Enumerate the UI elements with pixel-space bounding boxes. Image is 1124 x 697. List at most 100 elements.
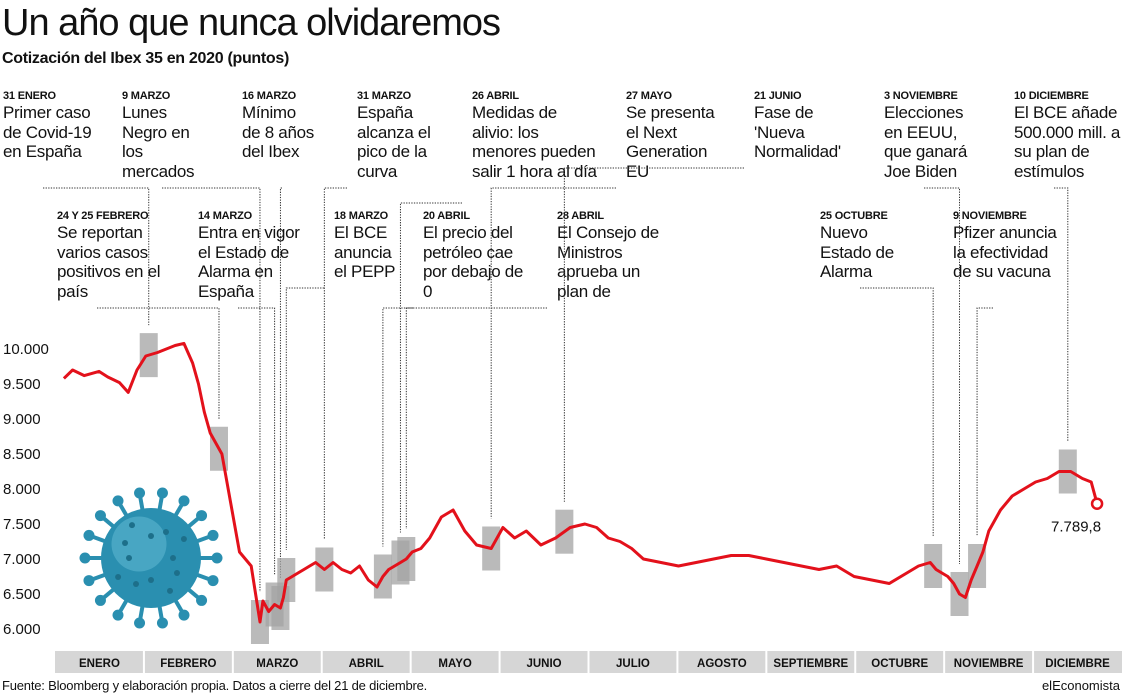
virus-spike-tip <box>134 487 146 499</box>
annotation-date: 18 MARZO <box>334 210 389 222</box>
virus-dot <box>173 570 180 576</box>
leader-line <box>323 187 347 540</box>
annotation-date: 16 MARZO <box>242 90 297 102</box>
month-label: JUNIO <box>526 658 561 670</box>
virus-spike-tip <box>196 594 208 606</box>
annotation-10-diciembre: 10 DICIEMBRE El BCE añade 500.000 mill. … <box>1014 90 1124 181</box>
ibex-series-line <box>62 341 1099 624</box>
leader-line <box>563 167 744 502</box>
annotation-date: 20 ABRIL <box>423 210 470 222</box>
end-point <box>1090 497 1104 510</box>
annotation-25-octubre: 25 OCTUBRE Nuevo Estado de Alarma <box>820 210 912 282</box>
annotation-text: Nuevo Estado de Alarma <box>820 223 894 281</box>
annotation-3-noviembre: 3 NOVIEMBRE Elecciones en EEUU, que gana… <box>884 90 984 181</box>
annotation-date: 14 MARZO <box>198 210 253 222</box>
leader-line <box>399 202 462 533</box>
annotation-9-marzo: 9 MARZO Lunes Negro en los mercados <box>122 90 212 181</box>
virus-dot <box>163 529 169 536</box>
annotation-text: Primer caso de Covid-19 en España <box>3 103 92 161</box>
y-tick-label: 7.500 <box>3 516 41 533</box>
virus-spike-tip <box>79 552 91 564</box>
leader-line <box>97 307 220 419</box>
leader-line <box>924 187 961 564</box>
leader-line <box>43 187 150 326</box>
month-label: NOVIEMBRE <box>954 658 1024 670</box>
annotation-date: 24 Y 25 FEBRERO <box>57 210 149 222</box>
annotation-date: 28 ABRIL <box>557 210 604 222</box>
annotation-date: 27 MAYO <box>626 90 672 102</box>
annotation-text: Medidas de alivio: los menores pueden sa… <box>472 103 597 181</box>
y-tick-label: 6.000 <box>3 621 41 638</box>
leader-line <box>490 187 616 519</box>
virus-spike-tip <box>83 575 95 587</box>
annotation-date: 25 OCTUBRE <box>820 210 888 222</box>
virus-spike-tip <box>178 495 190 507</box>
leader-line <box>405 307 547 529</box>
leader-line <box>238 307 276 575</box>
virus-dot <box>148 533 154 539</box>
annotation-9-noviembre: 9 NOVIEMBRE Pfizer anuncia la efectivida… <box>953 210 1068 282</box>
annotation-date: 9 MARZO <box>122 90 171 102</box>
annotation-text: Pfizer anuncia la efectividad de su vacu… <box>953 223 1057 281</box>
month-label: FEBRERO <box>160 658 216 670</box>
leader-line <box>162 187 261 592</box>
annotation-31-enero: 31 ENERO Primer caso de Covid-19 en Espa… <box>3 90 103 162</box>
virus-spike-tip <box>207 575 219 587</box>
annotation-leader-lines <box>43 167 1069 592</box>
page-title: Un año que nunca olvidaremos <box>2 2 501 44</box>
brand-logo-text: elEconomista <box>1041 678 1120 693</box>
y-tick-label: 7.000 <box>3 551 41 568</box>
annotation-date: 9 NOVIEMBRE <box>953 210 1027 222</box>
virus-spike-tip <box>83 529 95 541</box>
virus-body <box>101 508 201 608</box>
annotation-date: 10 DICIEMBRE <box>1014 90 1089 102</box>
annotation-18-marzo: 18 MARZO El BCE anuncia el PEPP <box>334 210 404 282</box>
annotation-text: El precio del petróleo cae por debajo de… <box>423 223 524 301</box>
virus-dot <box>170 555 176 561</box>
month-label: DICIEMBRE <box>1045 658 1110 670</box>
x-axis-month-band: ENERO FEBRERO MARZO ABRIL MAYO JUNIO JULIO AGOS… <box>55 651 1122 673</box>
y-axis: 10.000 9.500 9.000 8.500 8.000 7.500 7.000 6.50… <box>3 341 49 638</box>
annotation-26-abril: 26 ABRIL Medidas de alivio: los menores … <box>472 90 597 181</box>
virus-spike-tip <box>94 510 106 522</box>
annotation-31-marzo: 31 MARZO España alcanza el pico de la cu… <box>357 90 447 181</box>
end-value-label: 7.789,8 <box>1051 519 1101 536</box>
annotation-date: 26 ABRIL <box>472 90 519 102</box>
series-line-group: 7.789,8 <box>62 341 1104 624</box>
annotation-text: Mínimo de 8 años del Ibex <box>242 103 314 161</box>
virus-dot <box>115 574 122 580</box>
leader-line <box>382 307 413 547</box>
annotation-date: 31 ENERO <box>3 90 56 102</box>
leader-line <box>279 187 282 578</box>
y-tick-label: 10.000 <box>3 341 49 358</box>
virus-spike-tip <box>94 594 106 606</box>
annotation-text: Fase de 'Nueva Normalidad' <box>754 103 841 161</box>
virus-spike-tip <box>112 609 124 621</box>
annotation-text: El BCE añade 500.000 mill. a su plan de … <box>1014 103 1121 181</box>
month-label: MARZO <box>256 658 298 670</box>
annotation-text: Entra en vigor el Estado de Alarma en Es… <box>198 223 300 301</box>
virus-dot <box>122 540 129 546</box>
y-tick-label: 8.000 <box>3 481 41 498</box>
month-label: ABRIL <box>349 658 384 670</box>
virus-spike-tip <box>156 617 168 629</box>
y-tick-label: 9.500 <box>3 376 41 393</box>
annotation-16-marzo: 16 MARZO Mínimo de 8 años del Ibex <box>242 90 317 162</box>
virus-dot <box>126 555 132 561</box>
source-note: Fuente: Bloomberg y elaboración propia. … <box>2 678 428 693</box>
leader-line <box>1054 187 1069 442</box>
annotation-date: 3 NOVIEMBRE <box>884 90 958 102</box>
virus-spike-tip <box>178 609 190 621</box>
y-tick-label: 6.500 <box>3 586 41 603</box>
annotation-27-mayo: 27 MAYO Se presenta el Next Generation E… <box>626 90 726 181</box>
virus-spike-tip <box>211 552 223 564</box>
annotation-21-junio: 21 JUNIO Fase de 'Nueva Normalidad' <box>754 90 859 162</box>
virus-spike-tip <box>134 617 146 629</box>
annotation-28-abril: 28 ABRIL El Consejo de Ministros aprueba… <box>557 210 672 301</box>
annotation-text: Se presenta el Next Generation EU <box>626 103 715 181</box>
virus-spike-tip <box>156 487 168 499</box>
annotation-20-abril: 20 ABRIL El precio del petróleo cae por … <box>423 210 528 301</box>
virus-spike-tip <box>112 495 124 507</box>
month-label: AGOSTO <box>697 658 747 670</box>
